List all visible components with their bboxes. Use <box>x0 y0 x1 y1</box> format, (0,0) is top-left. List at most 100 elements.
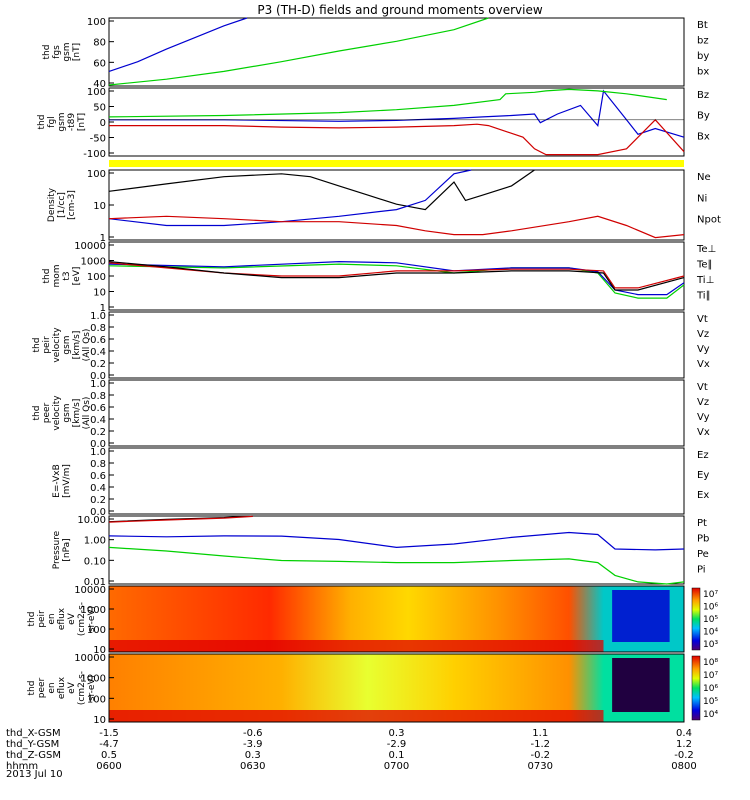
fgs-ytick-label: 60 <box>93 58 106 69</box>
orbit-row-value: 1.1 <box>532 728 548 739</box>
fgs-ytick-label: 100 <box>87 17 106 28</box>
temp-series-Ti⊥ <box>108 260 685 296</box>
vel_ions-legend-Vz: Vz <box>697 329 709 340</box>
density-series-Ne <box>108 215 685 239</box>
density-ytick-label: 100 <box>87 169 106 180</box>
pressure-legend-Pb: Pb <box>697 534 709 545</box>
vel_elec-ylabel: velocity <box>52 395 62 431</box>
vel_elec-ytick-label: 0.2 <box>90 427 106 438</box>
orbit-row-value: 0.5 <box>101 750 117 761</box>
orbit-row-value: -1.2 <box>530 739 550 750</box>
figure-title: P3 (TH-D) fields and ground moments over… <box>257 3 542 17</box>
pressure-series-Pi <box>108 531 685 551</box>
orbit-row-value: -2.9 <box>387 739 407 750</box>
vel_ions-ylabel: thd <box>32 338 42 353</box>
fgl-ylabel: -t89 <box>67 113 77 132</box>
vel_ions-ytick-label: 0.8 <box>90 323 106 334</box>
vel_elec-legend-Vt: Vt <box>697 382 708 393</box>
vel_ions-ylabel: gsm <box>62 335 72 354</box>
pressure-legend-Pe: Pe <box>697 549 709 560</box>
efield-legend-Ez: Ez <box>697 450 709 461</box>
fgl-ytick-label: -50 <box>90 134 106 145</box>
density-ylabel: Density <box>47 187 57 222</box>
fgl-series-Bx <box>109 89 685 138</box>
temp-ytick-label: 10 <box>93 288 106 299</box>
efield-ytick-label: 1.0 <box>90 447 106 458</box>
ion_spec-ylabel: eflux <box>57 607 67 630</box>
pressure-ytick-label: 10.00 <box>77 515 106 526</box>
density-legend-Ni: Ni <box>697 193 707 204</box>
fgl-frame <box>108 87 685 157</box>
density-legend-Npot: Npot <box>697 215 721 226</box>
fgs-legend-bx: bx <box>697 67 709 78</box>
efield-ytick-label: 0.4 <box>90 483 106 494</box>
orbit-row-value: -1.5 <box>99 728 119 739</box>
fgs-ylabel: gsm <box>62 42 72 61</box>
elec_spec-colorbar-tick: 10⁶ <box>703 684 718 694</box>
vel_elec-ylabel: gsm <box>62 403 72 422</box>
vel_elec-ytick-label: 0.6 <box>90 403 106 414</box>
date-label: 2013 Jul 10 <box>6 769 63 780</box>
vel_ions-ytick-label: 0.6 <box>90 335 106 346</box>
fgs-frame <box>108 17 685 87</box>
fgs-ylabel: fgs <box>52 45 62 59</box>
vel_ions-ylabel: [km/s] <box>72 331 82 360</box>
density-series-Npot <box>108 169 472 227</box>
vel_ions-legend-Vx: Vx <box>697 359 710 370</box>
orbit-row-value: 0.3 <box>389 728 405 739</box>
elec_spec-colorbar <box>691 655 701 721</box>
temp-ytick-label: 100 <box>87 272 106 283</box>
temp-legend-Ti∥: Ti∥ <box>696 291 711 302</box>
elec_spec-colorbar-tick: 10⁸ <box>703 658 718 668</box>
pressure-series-Pb <box>108 515 253 523</box>
orbit-row-value: 0.1 <box>389 750 405 761</box>
fgs-series-by <box>108 17 489 86</box>
vel_elec-legend-Vz: Vz <box>697 397 709 408</box>
pressure-legend-Pi: Pi <box>697 565 706 576</box>
orbit-row-label: thd_Y-GSM <box>6 739 59 750</box>
orbit-row-value: -0.6 <box>243 728 263 739</box>
fgl-ylabel: [nT] <box>77 113 87 131</box>
temp-ylabel: mom <box>52 264 62 287</box>
fgl-legend-Bz: Bz <box>697 90 709 101</box>
efield-ylabel: E=-VxB <box>52 464 62 498</box>
ion_spec-low-energy-band <box>109 640 604 652</box>
elec_spec-colorbar-tick: 10⁵ <box>703 697 718 707</box>
fgs-legend-Bt: Bt <box>697 20 708 31</box>
orbit-row-label: thd_Z-GSM <box>6 750 61 761</box>
fgl-ylabel: thd <box>37 115 47 130</box>
fgl-ytick-label: 0 <box>100 118 106 129</box>
orbit-row-label: thd_X-GSM <box>6 728 61 739</box>
vel_elec-legend-Vy: Vy <box>697 412 710 423</box>
fgs-ylabel: [nT] <box>72 43 82 61</box>
elec_spec-ytick-label: 10000 <box>74 653 106 664</box>
fgl-ytick-label: 50 <box>93 103 106 114</box>
ion_spec-frame <box>108 585 685 653</box>
elec_spec-ytick-label: 1000 <box>81 674 106 685</box>
temp-legend-Ti⊥: Ti⊥ <box>696 275 714 286</box>
ion_spec-colorbar-tick: 10⁴ <box>703 628 718 638</box>
vel_elec-ylabel: thd <box>32 406 42 421</box>
efield-ytick-label: 0.6 <box>90 471 106 482</box>
pressure-ytick-label: 1.00 <box>84 536 106 547</box>
fgl-series-By <box>108 88 667 118</box>
mode-bar <box>109 160 684 167</box>
temp-legend-Te⊥: Te⊥ <box>696 244 716 255</box>
elec_spec-ytick-label: 100 <box>87 694 106 705</box>
elec_spec-ylabel: en <box>47 682 57 693</box>
temp-ylabel: t3 <box>62 271 72 280</box>
vel_ions-frame <box>108 311 685 379</box>
vel_ions-legend-Vt: Vt <box>697 314 708 325</box>
fgs-ylabel: thd <box>42 45 52 60</box>
efield-frame <box>108 447 685 515</box>
elec_spec-ytick-label: 10 <box>93 715 106 726</box>
vel_ions-ytick-label: 0.2 <box>90 359 106 370</box>
efield-ytick-label: 0.2 <box>90 495 106 506</box>
elec_spec-ylabel: thd <box>27 681 37 696</box>
density-ytick-label: 1 <box>100 233 106 244</box>
temp-ylabel: thd <box>42 269 52 284</box>
temp-series-Te∥ <box>108 261 685 291</box>
ion_spec-colorbar-tick: 10⁷ <box>703 590 718 600</box>
vel_elec-frame <box>108 379 685 447</box>
